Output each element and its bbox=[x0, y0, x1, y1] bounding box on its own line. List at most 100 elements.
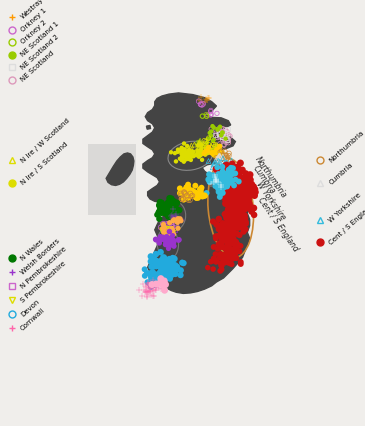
Point bbox=[242, 203, 248, 210]
Point bbox=[143, 288, 149, 295]
Point bbox=[242, 216, 248, 222]
Point bbox=[222, 227, 227, 234]
Point bbox=[178, 219, 184, 225]
Point bbox=[188, 193, 194, 200]
Point bbox=[208, 148, 214, 155]
Point bbox=[145, 282, 151, 288]
Point bbox=[242, 180, 248, 187]
Point bbox=[228, 168, 234, 175]
Point bbox=[153, 276, 159, 283]
Point bbox=[228, 216, 234, 223]
Point bbox=[168, 220, 174, 227]
Point bbox=[171, 231, 177, 238]
Point bbox=[234, 193, 240, 199]
Point bbox=[218, 262, 224, 269]
Point bbox=[168, 199, 174, 206]
Point bbox=[219, 230, 224, 236]
Point bbox=[224, 257, 230, 264]
Point bbox=[171, 227, 177, 233]
Text: N Ire / S Scotland: N Ire / S Scotland bbox=[20, 141, 69, 185]
Point bbox=[210, 131, 215, 138]
Point bbox=[224, 176, 230, 183]
Point bbox=[150, 282, 155, 288]
Point bbox=[162, 267, 168, 273]
Point bbox=[230, 172, 235, 178]
Point bbox=[220, 226, 226, 233]
Point bbox=[174, 216, 180, 223]
Point bbox=[192, 183, 198, 190]
Point bbox=[172, 264, 178, 271]
Point bbox=[153, 273, 159, 279]
Point bbox=[187, 155, 193, 162]
Point bbox=[228, 235, 234, 242]
Point bbox=[226, 208, 232, 215]
Point bbox=[238, 198, 244, 205]
Point bbox=[158, 273, 164, 280]
Point bbox=[232, 250, 238, 256]
Point bbox=[154, 262, 160, 269]
Point bbox=[215, 147, 221, 154]
Point bbox=[233, 242, 238, 249]
Point bbox=[179, 196, 185, 203]
Point bbox=[168, 230, 174, 237]
Point bbox=[182, 149, 188, 155]
Point bbox=[170, 227, 176, 234]
Point bbox=[219, 176, 225, 182]
Text: NE Scotland: NE Scotland bbox=[20, 50, 55, 83]
Point bbox=[160, 229, 166, 236]
Point bbox=[243, 188, 249, 195]
Point bbox=[206, 141, 212, 148]
Point bbox=[251, 205, 257, 212]
Point bbox=[223, 250, 229, 257]
Point bbox=[224, 178, 230, 185]
Point bbox=[189, 149, 195, 156]
Point bbox=[243, 201, 249, 207]
Point bbox=[249, 181, 254, 188]
Point bbox=[239, 196, 245, 202]
Point bbox=[242, 196, 248, 203]
Point bbox=[173, 271, 178, 278]
Point bbox=[173, 265, 179, 272]
Point bbox=[226, 227, 231, 233]
Point bbox=[170, 214, 176, 221]
Point bbox=[172, 262, 178, 269]
Point bbox=[190, 152, 196, 159]
Point bbox=[241, 186, 247, 193]
Point bbox=[177, 186, 183, 193]
Point bbox=[153, 284, 158, 291]
Point bbox=[152, 276, 158, 282]
Point bbox=[185, 195, 191, 201]
Point bbox=[237, 169, 243, 176]
Point bbox=[168, 228, 174, 235]
Point bbox=[234, 187, 240, 194]
Point bbox=[228, 158, 234, 164]
Point bbox=[166, 227, 172, 234]
Point bbox=[242, 226, 248, 233]
Point bbox=[226, 140, 231, 147]
Point bbox=[162, 287, 168, 294]
Point bbox=[219, 266, 224, 273]
Point bbox=[235, 194, 241, 201]
Point bbox=[166, 265, 172, 272]
Point bbox=[158, 237, 164, 244]
Point bbox=[239, 167, 245, 174]
Point bbox=[238, 185, 243, 192]
Point bbox=[176, 237, 182, 244]
Point bbox=[149, 275, 154, 282]
Point bbox=[145, 288, 150, 295]
Point bbox=[150, 272, 156, 279]
Point bbox=[184, 150, 190, 157]
Point bbox=[162, 237, 168, 244]
Point bbox=[171, 243, 177, 250]
Point bbox=[247, 203, 253, 210]
Point bbox=[149, 284, 155, 291]
Point bbox=[159, 201, 165, 208]
Point bbox=[223, 165, 229, 172]
Point bbox=[220, 130, 226, 137]
Point bbox=[232, 180, 238, 187]
Point bbox=[217, 181, 223, 188]
Point bbox=[148, 285, 154, 292]
Point bbox=[233, 210, 239, 216]
Point bbox=[227, 212, 233, 219]
Point bbox=[226, 250, 231, 257]
